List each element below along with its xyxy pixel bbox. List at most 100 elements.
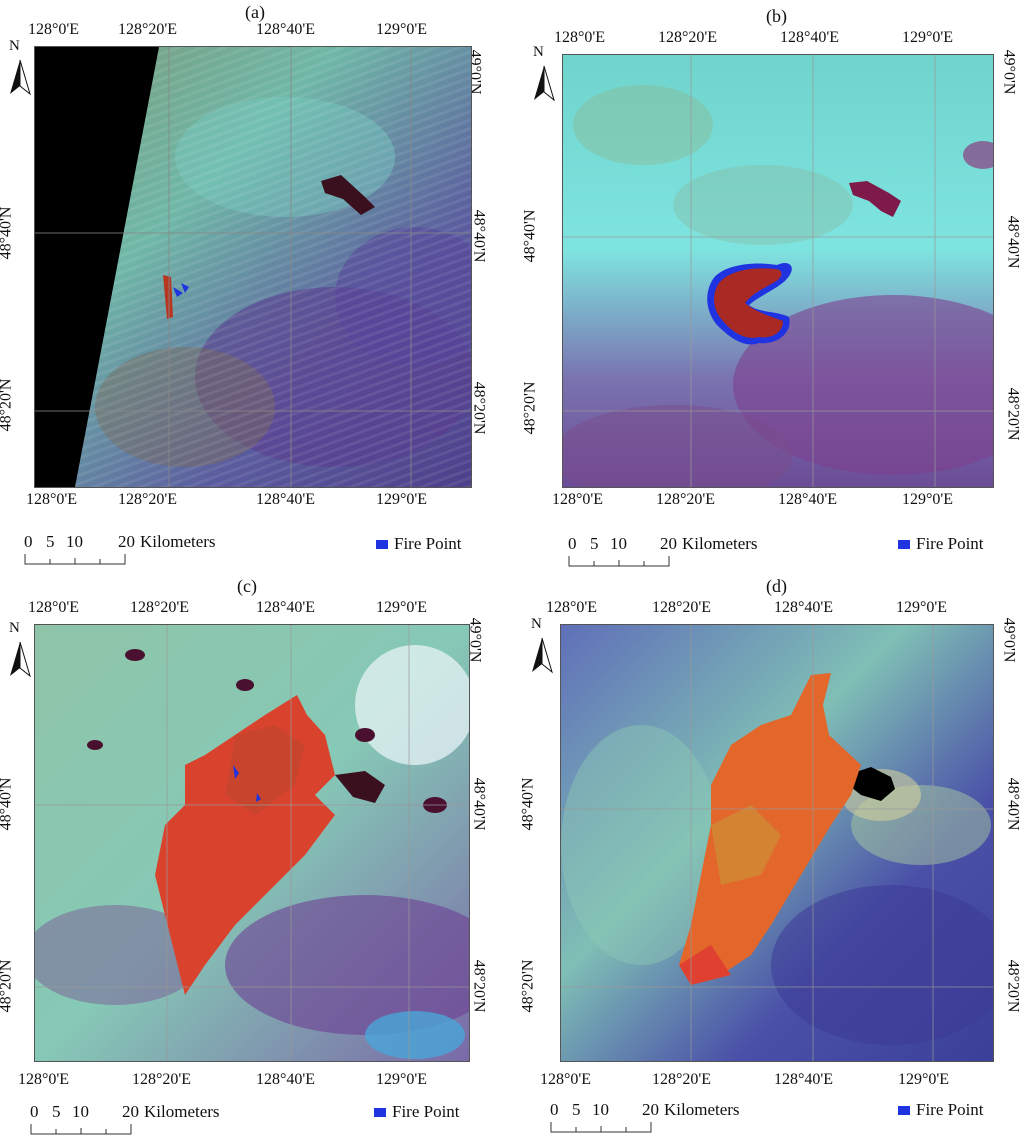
legend: Fire Point: [376, 534, 462, 554]
lon-tick-top: 128°20'E: [652, 599, 712, 616]
north-arrow-icon: N: [530, 44, 558, 102]
lon-tick-top: 129°0'E: [896, 599, 948, 616]
lon-tick-bottom: 129°0'E: [376, 491, 428, 508]
scale-unit: Kilometers: [664, 1100, 740, 1119]
lon-tick-bottom: 128°40'E: [778, 491, 838, 508]
legend: Fire Point: [374, 1102, 460, 1122]
scale-bar: 0 5 10 20 Kilometers: [568, 534, 788, 570]
fire-point-swatch: [898, 539, 910, 549]
lon-tick-bottom: 129°0'E: [376, 1071, 428, 1088]
scale-number: 0: [568, 534, 577, 553]
lon-tick-top: 129°0'E: [902, 29, 954, 46]
scale-unit: Kilometers: [140, 532, 216, 551]
panel-d: (d) 128°0'E 128°20'E 128°40'E 129°0'E N …: [512, 570, 1024, 1141]
scale-number: 10: [592, 1100, 609, 1119]
scale-number: 5: [590, 534, 599, 553]
legend-label: Fire Point: [392, 1102, 460, 1121]
scale-number: 10: [610, 534, 627, 553]
lat-tick-left: 48°40'N: [519, 777, 537, 831]
panel-c: (c) 128°0'E 128°20'E 128°40'E 129°0'E N …: [0, 570, 512, 1141]
scale-bar: 0 5 10 20 Kilometers: [30, 1102, 250, 1138]
lon-tick-bottom: 128°20'E: [656, 491, 716, 508]
scale-number: 5: [572, 1100, 581, 1119]
lat-tick-right: 48°20'N: [1004, 387, 1022, 441]
lon-tick-top: 128°20'E: [658, 29, 718, 46]
legend: Fire Point: [898, 534, 984, 554]
panel-label: (d): [766, 576, 787, 596]
lon-tick-top: 129°0'E: [376, 21, 428, 38]
lat-tick-right: 48°20'N: [470, 959, 488, 1013]
lat-tick-left: 48°20'N: [521, 381, 539, 435]
legend-label: Fire Point: [916, 1100, 984, 1119]
lon-tick-top: 128°0'E: [28, 21, 80, 38]
scale-number: 5: [46, 532, 55, 551]
lat-tick-left: 48°20'N: [0, 959, 15, 1013]
lon-tick-top: 128°40'E: [256, 21, 316, 38]
north-label: N: [9, 620, 20, 636]
satellite-image: [34, 624, 470, 1062]
lat-tick-right: 48°20'N: [470, 381, 488, 435]
scale-unit: Kilometers: [144, 1102, 220, 1121]
lat-tick-right: 48°40'N: [1004, 215, 1022, 269]
lon-tick-top: 129°0'E: [376, 599, 428, 616]
lon-tick-top: 128°20'E: [130, 599, 190, 616]
lon-tick-bottom: 128°20'E: [132, 1071, 192, 1088]
lon-tick-bottom: 128°0'E: [26, 491, 78, 508]
lon-tick-bottom: 129°0'E: [902, 491, 954, 508]
scale-number: 0: [24, 532, 33, 551]
lon-tick-top: 128°0'E: [546, 599, 598, 616]
lon-tick-top: 128°0'E: [554, 29, 606, 46]
north-arrow-icon: N: [528, 616, 556, 674]
scale-bar: 0 5 10 20 Kilometers: [24, 532, 244, 568]
scale-number: 5: [52, 1102, 61, 1121]
panel-label: (b): [766, 6, 787, 26]
legend: Fire Point: [898, 1100, 984, 1120]
lat-tick-right: 48°40'N: [470, 777, 488, 831]
lon-tick-bottom: 128°40'E: [774, 1071, 834, 1088]
lon-tick-bottom: 129°0'E: [898, 1071, 950, 1088]
legend-label: Fire Point: [916, 534, 984, 553]
scale-number: 20: [122, 1102, 139, 1121]
scale-number: 10: [72, 1102, 89, 1121]
panel-label: (c): [237, 576, 257, 596]
lon-tick-top: 128°20'E: [118, 21, 178, 38]
north-arrow-icon: N: [6, 38, 34, 96]
lon-tick-top: 128°40'E: [780, 29, 840, 46]
lat-tick-left: 48°20'N: [519, 959, 537, 1013]
lat-tick-left: 48°40'N: [521, 209, 539, 263]
lat-tick-right: 48°40'N: [470, 209, 488, 263]
north-arrow-icon: N: [6, 620, 34, 678]
lat-tick-right: 49°0'N: [1000, 49, 1018, 95]
scale-unit: Kilometers: [682, 534, 758, 553]
satellite-image: [560, 624, 994, 1062]
lon-tick-bottom: 128°20'E: [118, 491, 178, 508]
lon-tick-bottom: 128°40'E: [256, 491, 316, 508]
lat-tick-left: 48°40'N: [0, 777, 15, 831]
legend-label: Fire Point: [394, 534, 462, 553]
scale-number: 20: [642, 1100, 659, 1119]
lon-tick-top: 128°40'E: [256, 599, 316, 616]
fire-point-swatch: [376, 539, 388, 549]
scale-number: 0: [30, 1102, 39, 1121]
scale-number: 10: [66, 532, 83, 551]
lon-tick-top: 128°40'E: [774, 599, 834, 616]
lat-tick-right: 49°0'N: [1000, 617, 1018, 663]
panel-b: (b) 128°0'E 128°20'E 128°40'E 129°0'E N …: [512, 0, 1024, 570]
lon-tick-bottom: 128°0'E: [18, 1071, 70, 1088]
north-label: N: [531, 616, 542, 632]
lon-tick-bottom: 128°0'E: [552, 491, 604, 508]
fire-point-swatch: [374, 1107, 386, 1117]
lon-tick-top: 128°0'E: [28, 599, 80, 616]
lat-tick-left: 48°20'N: [0, 378, 15, 432]
north-label: N: [9, 38, 20, 54]
lat-tick-left: 48°40'N: [0, 206, 15, 260]
north-label: N: [533, 44, 544, 60]
lon-tick-bottom: 128°20'E: [652, 1071, 712, 1088]
scale-number: 0: [550, 1100, 559, 1119]
lat-tick-right: 48°40'N: [1004, 777, 1022, 831]
panel-label: (a): [245, 2, 265, 22]
lat-tick-right: 48°20'N: [1004, 959, 1022, 1013]
scale-number: 20: [660, 534, 677, 553]
lon-tick-bottom: 128°0'E: [540, 1071, 592, 1088]
panel-a: (a) 128°0'E 128°20'E 128°40'E 129°0'E N …: [0, 0, 512, 570]
